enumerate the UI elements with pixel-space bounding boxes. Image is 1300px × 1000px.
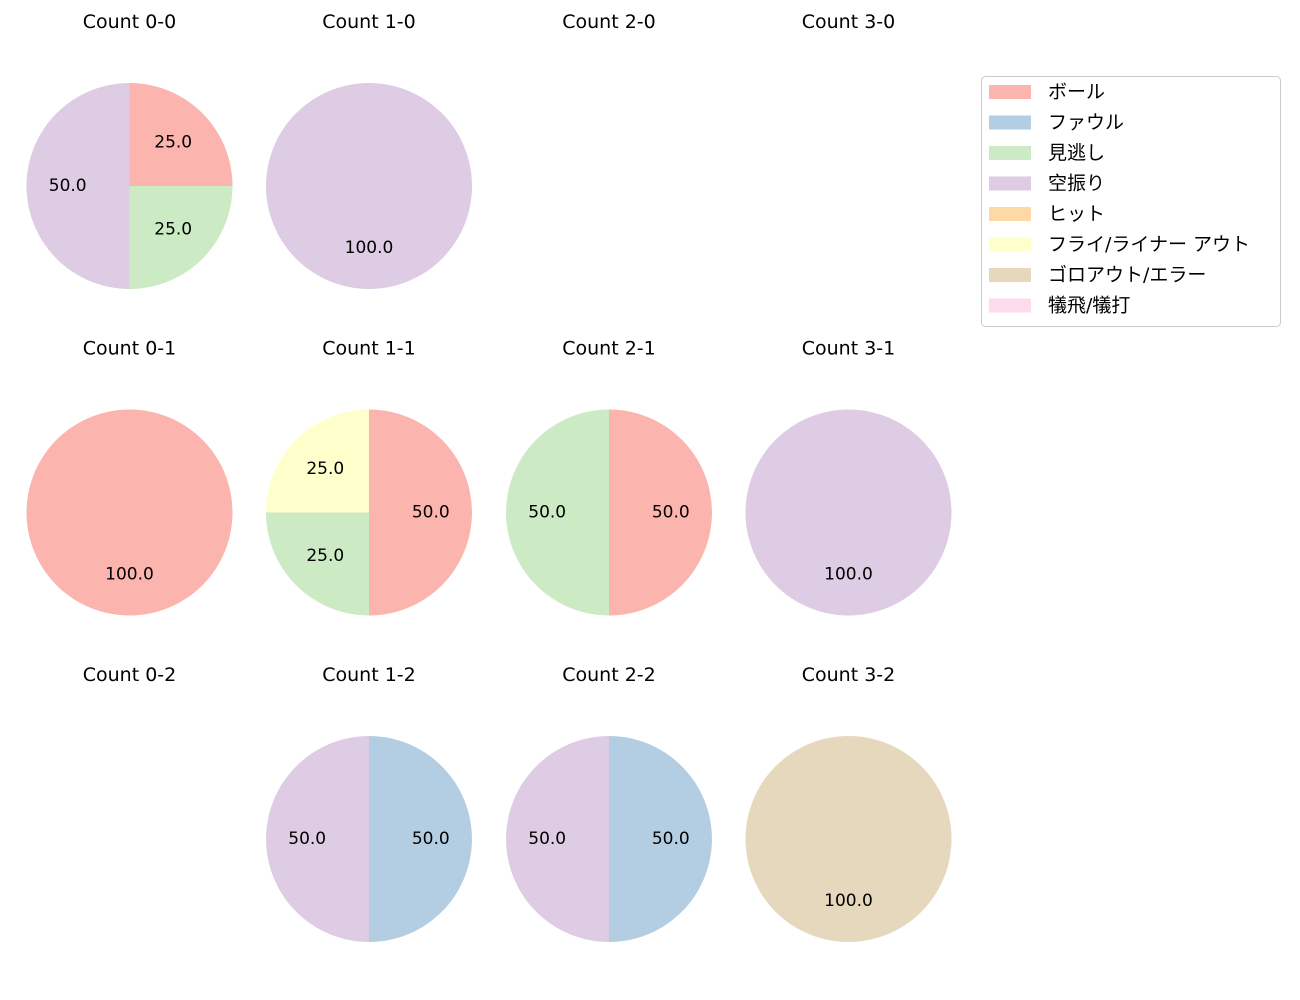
pie-10: Count 1-2 50.0 50.0 (266, 664, 472, 942)
pie-slice-2 (129, 186, 233, 289)
pie-slice-label: 50.0 (49, 176, 87, 196)
pie-slice-label: 50.0 (652, 503, 690, 523)
pie-slice-1 (369, 736, 472, 942)
legend-label: ファウル (1048, 112, 1124, 134)
pie-slice-label: 50.0 (412, 503, 450, 523)
legend-item: ファウル (989, 112, 1124, 134)
pie-title: Count 1-0 (322, 11, 416, 33)
legend-swatch (989, 176, 1031, 191)
pie-title: Count 2-1 (562, 338, 656, 360)
pie-slice-1 (609, 736, 712, 942)
pie-slice-label: 25.0 (306, 459, 344, 479)
pie-title: Count 1-1 (322, 338, 416, 360)
pie-slice-0 (129, 83, 233, 186)
legend-label: ボール (1048, 81, 1105, 103)
pie-3: Count 2-0 (562, 11, 656, 33)
pie-4: Count 3-0 (802, 11, 896, 33)
pie-8: Count 3-1 100.0 (745, 338, 952, 616)
pie-slice-label: 50.0 (528, 829, 566, 849)
pie-slice-3 (745, 409, 952, 616)
pie-slice-label: 25.0 (154, 132, 192, 152)
legend-frame (981, 76, 1281, 327)
pie-title: Count 2-0 (562, 11, 656, 33)
pie-title: Count 0-2 (83, 664, 177, 686)
pie-slice-label: 100.0 (824, 891, 873, 911)
pie-slice-3 (506, 736, 609, 942)
pie-slice-5 (266, 409, 369, 513)
pie-slice-6 (745, 736, 952, 942)
legend-item: 空振り (989, 173, 1105, 195)
legend-label: フライ/ライナー アウト (1048, 234, 1250, 256)
legend-swatch (989, 85, 1031, 99)
pie-slice-3 (266, 736, 369, 942)
pie-slice-label: 25.0 (154, 220, 192, 240)
legend-swatch (989, 298, 1031, 313)
pie-slice-0 (26, 409, 233, 616)
pie-slice-label: 50.0 (528, 503, 566, 523)
legend-swatch (989, 115, 1031, 130)
pie-slice-label: 100.0 (345, 238, 394, 258)
pie-title: Count 3-1 (802, 338, 896, 360)
legend-item: 犠飛/犠打 (989, 295, 1130, 317)
legend-label: ゴロアウト/エラー (1048, 264, 1206, 286)
legend-item: ヒット (989, 203, 1105, 225)
pie-slice-label: 100.0 (824, 564, 873, 584)
legend-item: 見逃し (989, 142, 1105, 164)
pie-slice-0 (609, 409, 712, 616)
legend-item: ゴロアウト/エラー (989, 264, 1206, 286)
pie-1: Count 0-0 25.0 25.0 50.0 (26, 11, 233, 289)
legend-label: 空振り (1048, 173, 1105, 195)
pie-slice-2 (266, 512, 369, 616)
pie-slice-label: 25.0 (306, 546, 344, 566)
pie-9: Count 0-2 (83, 664, 177, 686)
pie-slice-3 (266, 83, 472, 289)
pie-2: Count 1-0 100.0 (266, 11, 472, 289)
pie-11: Count 2-2 50.0 50.0 (506, 664, 712, 942)
pie-title: Count 0-1 (83, 338, 177, 360)
pie-12: Count 3-2 100.0 (745, 664, 952, 942)
pie-title: Count 3-2 (802, 664, 896, 686)
pie-title: Count 3-0 (802, 11, 896, 33)
legend-label: ヒット (1048, 203, 1105, 225)
legend-item: ボール (989, 81, 1105, 103)
legend-swatch (989, 268, 1031, 282)
pie-6: Count 1-1 50.0 25.0 25.0 (266, 338, 472, 616)
pie-7: Count 2-1 50.0 50.0 (506, 338, 712, 616)
pie-title: Count 1-2 (322, 664, 416, 686)
pie-title: Count 2-2 (562, 664, 656, 686)
pie-slice-label: 50.0 (652, 829, 690, 849)
pie-slice-2 (506, 409, 609, 616)
pie-slice-3 (26, 83, 130, 289)
legend-swatch (989, 146, 1031, 160)
pie-slice-label: 50.0 (412, 829, 450, 849)
legend-label: 見逃し (1048, 142, 1105, 164)
legend-label: 犠飛/犠打 (1048, 295, 1130, 317)
pie-title: Count 0-0 (83, 11, 177, 33)
legend-item: フライ/ライナー アウト (989, 234, 1250, 256)
pie-slice-label: 100.0 (105, 564, 154, 584)
pie-5: Count 0-1 100.0 (26, 338, 233, 616)
legend-swatch (989, 207, 1031, 221)
pie-slice-label: 50.0 (288, 829, 326, 849)
legend-swatch (989, 237, 1031, 252)
pie-slice-0 (369, 409, 472, 616)
